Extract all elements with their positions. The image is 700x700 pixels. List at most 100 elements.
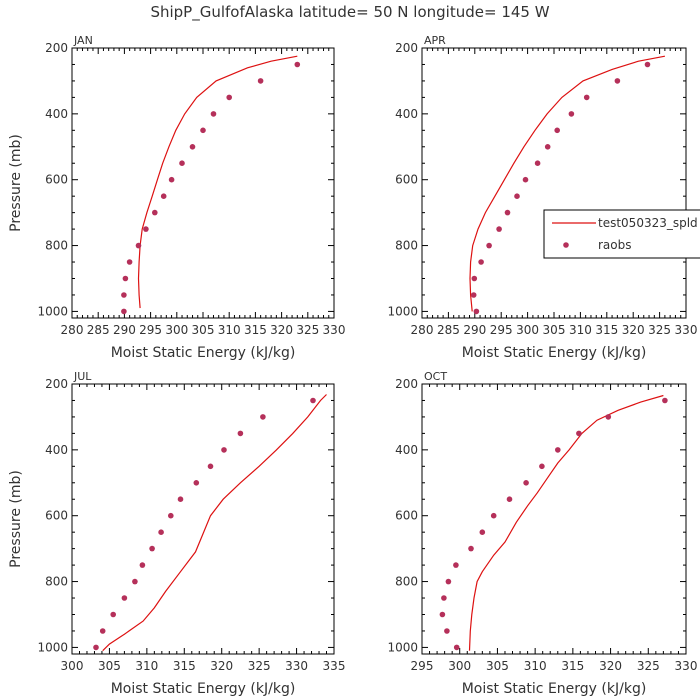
raob-point-jan bbox=[179, 160, 185, 166]
x-tick-label-oct: 325 bbox=[637, 659, 660, 673]
x-tick-label-jan: 290 bbox=[113, 323, 136, 337]
raob-point-jan bbox=[152, 209, 158, 216]
y-tick-label-jan: 800 bbox=[45, 239, 68, 253]
raob-point-jan bbox=[226, 94, 232, 101]
panel-label-oct: OCT bbox=[424, 370, 447, 383]
legend-marker-swatch bbox=[563, 242, 569, 248]
x-axis-label-oct: Moist Static Energy (kJ/kg) bbox=[462, 681, 647, 697]
x-tick-label-jan: 300 bbox=[165, 323, 188, 337]
x-tick-label-jan: 295 bbox=[139, 323, 162, 337]
raob-point-apr bbox=[470, 292, 477, 298]
model-line-oct bbox=[468, 394, 664, 651]
x-tick-label-apr: 280 bbox=[411, 323, 434, 337]
raob-point-jul bbox=[310, 397, 316, 404]
x-tick-label-jul: 320 bbox=[210, 659, 233, 673]
x-tick-label-apr: 295 bbox=[490, 323, 513, 337]
legend-box bbox=[543, 209, 700, 259]
raob-point-oct bbox=[539, 463, 545, 470]
x-tick-label-jan: 305 bbox=[192, 323, 215, 337]
x-tick-label-jan: 330 bbox=[323, 323, 346, 337]
x-tick-label-oct: 330 bbox=[675, 659, 698, 673]
x-tick-label-apr: 305 bbox=[543, 323, 566, 337]
legend: test050323_spld raobs bbox=[543, 209, 700, 259]
x-tick-label-apr: 310 bbox=[569, 323, 592, 337]
x-tick-label-apr: 285 bbox=[437, 323, 460, 337]
y-tick-label-jan: 1000 bbox=[37, 304, 68, 318]
raob-point-jul bbox=[139, 562, 146, 568]
raob-point-jul bbox=[110, 611, 116, 618]
raob-point-apr bbox=[486, 242, 492, 249]
x-tick-label-jul: 300 bbox=[61, 659, 84, 673]
y-tick-label-jan: 200 bbox=[45, 41, 68, 55]
raob-point-jul bbox=[221, 447, 227, 453]
model-line-jul bbox=[102, 394, 327, 652]
panel-oct: OCT Moist Static Energy (kJ/kg) 295 300 30… bbox=[387, 370, 697, 697]
raob-point-oct bbox=[479, 529, 486, 535]
raob-point-jul bbox=[93, 644, 99, 651]
raob-point-jan bbox=[160, 193, 167, 199]
plot-frame-oct bbox=[421, 383, 687, 655]
raob-point-apr bbox=[504, 209, 511, 216]
raob-point-oct bbox=[445, 578, 452, 585]
y-tick-label-jan: 400 bbox=[45, 107, 68, 121]
y-axis-label-jan: Pressure (mb) bbox=[8, 134, 24, 232]
raob-point-jul bbox=[177, 496, 184, 503]
y-tick-label-jul: 200 bbox=[45, 377, 68, 391]
raob-point-oct bbox=[453, 562, 459, 568]
y-tick-label-apr: 800 bbox=[395, 239, 418, 253]
raob-point-oct bbox=[439, 611, 446, 618]
x-axis-label-jan: Moist Static Energy (kJ/kg) bbox=[111, 345, 296, 361]
raob-point-jan bbox=[122, 275, 129, 282]
raob-point-apr bbox=[614, 78, 621, 84]
x-tick-label-jul: 310 bbox=[135, 659, 158, 673]
x-tick-label-jan: 310 bbox=[218, 323, 241, 337]
raob-point-oct bbox=[453, 644, 460, 651]
raob-point-oct bbox=[444, 628, 450, 634]
x-tick-label-apr: 300 bbox=[516, 323, 539, 337]
x-tick-label-apr: 315 bbox=[595, 323, 618, 337]
raob-point-jul bbox=[260, 414, 266, 420]
x-tick-label-jul: 315 bbox=[173, 659, 196, 673]
panel-apr: APR Moist Static Energy (kJ/kg) 280 285 29… bbox=[387, 34, 697, 361]
plot-frame-jul bbox=[71, 383, 335, 655]
raob-point-jul bbox=[121, 595, 128, 601]
y-tick-label-jan: 600 bbox=[45, 173, 68, 187]
y-tick-label-apr: 200 bbox=[395, 41, 418, 55]
x-tick-label-apr: 330 bbox=[675, 323, 698, 337]
raob-point-oct bbox=[523, 480, 529, 486]
x-tick-label-oct: 315 bbox=[561, 659, 584, 673]
x-tick-label-jan: 280 bbox=[61, 323, 84, 337]
raob-point-jul bbox=[207, 463, 214, 470]
y-tick-label-jul: 400 bbox=[45, 443, 68, 457]
raob-point-oct bbox=[662, 397, 668, 404]
x-tick-label-oct: 295 bbox=[411, 659, 434, 673]
raob-point-jan bbox=[257, 78, 264, 84]
raob-point-jan bbox=[143, 226, 149, 232]
raob-point-apr bbox=[522, 176, 529, 183]
raob-point-oct bbox=[506, 496, 513, 503]
raob-point-oct bbox=[576, 430, 582, 437]
y-tick-label-oct: 800 bbox=[395, 575, 418, 589]
raob-point-apr bbox=[514, 193, 520, 199]
panel-label-apr: APR bbox=[424, 34, 446, 47]
y-tick-label-jul: 1000 bbox=[37, 640, 68, 654]
raob-point-jul bbox=[149, 545, 155, 552]
raob-point-jan bbox=[189, 144, 196, 150]
x-tick-label-jul: 335 bbox=[323, 659, 346, 673]
legend-marker-label: raobs bbox=[598, 238, 632, 252]
x-tick-label-jan: 325 bbox=[296, 323, 319, 337]
x-tick-label-apr: 325 bbox=[648, 323, 671, 337]
y-tick-label-oct: 200 bbox=[395, 377, 418, 391]
x-tick-label-oct: 320 bbox=[599, 659, 622, 673]
raob-point-jul bbox=[237, 430, 244, 437]
x-tick-label-jan: 285 bbox=[87, 323, 110, 337]
raob-point-oct bbox=[605, 414, 612, 420]
plot-frame-jan bbox=[71, 47, 335, 319]
raob-point-jan bbox=[121, 292, 127, 298]
x-tick-label-oct: 305 bbox=[486, 659, 509, 673]
raob-point-jan bbox=[135, 242, 142, 249]
raob-point-apr bbox=[496, 226, 502, 232]
panel-label-jan: JAN bbox=[73, 34, 93, 47]
y-tick-label-jul: 800 bbox=[45, 575, 68, 589]
